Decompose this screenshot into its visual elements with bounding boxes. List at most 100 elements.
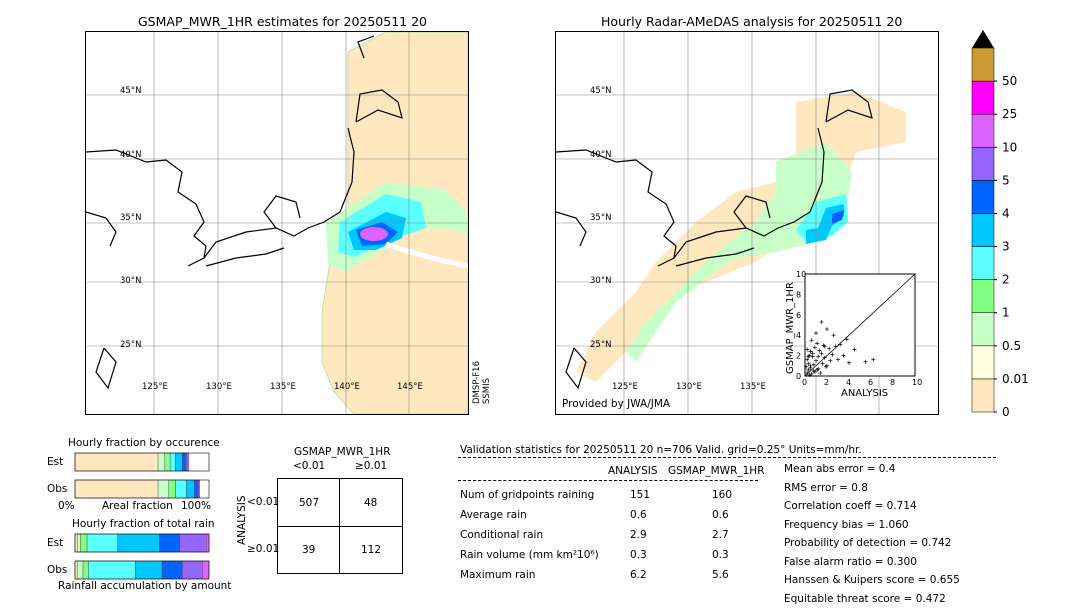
colorbar: 0 0.01 0.5 1 2 3 4 5 10 25 50 xyxy=(970,30,1040,420)
scatter-point xyxy=(831,333,836,338)
colorbar-swatch xyxy=(971,113,995,148)
scatter-point xyxy=(816,354,821,359)
bar-segment xyxy=(186,452,190,472)
colorbar-swatch xyxy=(971,47,995,82)
bar-segment xyxy=(86,533,119,553)
bar-segment xyxy=(77,533,81,553)
validation-row-label: Num of gridpoints raining xyxy=(460,489,595,501)
bar-segment xyxy=(181,560,203,580)
scatter-ytick-label: 4 xyxy=(796,331,801,340)
bar-segment xyxy=(164,452,171,472)
right-lat-45: 45°N xyxy=(590,86,612,96)
scatter-point xyxy=(814,331,818,336)
satellite-label-text: DMSP-F16 SSMIS xyxy=(472,361,492,404)
bar-outline xyxy=(74,452,210,472)
scatter-xlabel: ANALYSIS xyxy=(841,388,888,399)
validation-row-analysis: 6.2 xyxy=(630,569,647,581)
scatter-diagonal xyxy=(804,273,916,377)
colorbar-tick-label: 10 xyxy=(1002,140,1017,154)
left-lat-30: 30°N xyxy=(120,276,142,286)
scatter-plot: 00 2 2 4 4 6 6 8 8 10 10 ANALYSIS GSMAP_MWR_1HR xyxy=(785,270,922,399)
scatter-point xyxy=(817,348,822,353)
left-lat-45: 45°N xyxy=(120,86,142,96)
validation-header: Validation statistics for 20250511 20 n=… xyxy=(460,444,862,456)
bar-segment xyxy=(175,479,187,499)
scatter-ylabel: GSMAP_MWR_1HR xyxy=(785,282,796,374)
right-map-title: Hourly Radar-AMeDAS analysis for 2025051… xyxy=(601,14,903,29)
right-rain-field-blue2 xyxy=(806,226,832,244)
scatter-ytick-label: 10 xyxy=(796,270,806,279)
colorbar-swatch xyxy=(971,213,995,247)
colorbar-swatch xyxy=(971,378,995,413)
colorbar-tick-label: 0.01 xyxy=(1002,372,1029,386)
bar-segment xyxy=(206,533,210,553)
scatter-point xyxy=(805,347,810,352)
scatter-xtick-label: 8 xyxy=(890,378,895,387)
validation-row-analysis: 151 xyxy=(630,489,651,501)
colorbar-tick-label: 0 xyxy=(1002,405,1010,419)
scatter-ytick-label: 8 xyxy=(796,290,801,299)
scatter-point xyxy=(825,327,829,332)
bar-segment xyxy=(74,479,159,499)
validation-score: Probability of detection = 0.742 xyxy=(784,537,952,549)
validation-col-gsmap: GSMAP_MWR_1HR xyxy=(668,465,765,477)
scatter-xtick-label: 2 xyxy=(824,378,829,387)
validation-score: Hanssen & Kuipers score = 0.655 xyxy=(784,574,960,586)
validation-row-analysis: 0.6 xyxy=(630,509,647,521)
right-rain-field-blue xyxy=(818,204,844,228)
bar-segment xyxy=(74,560,78,580)
scatter-point xyxy=(814,358,818,363)
right-lon-125: 125°E xyxy=(612,382,638,392)
scatter-point xyxy=(812,345,817,350)
colorbar-tick-label: 1 xyxy=(1002,306,1010,320)
bar-segment xyxy=(77,560,84,580)
left-map-grid xyxy=(86,32,468,414)
contingency-row-ge: ≥0.01 xyxy=(247,543,280,555)
right-lat-35: 35°N xyxy=(590,213,612,223)
scatter-inset: 0 0 2 2 4 4 6 6 8 8 10 10 ANALYSIS GSMAP_MWR_1HR xyxy=(783,268,933,410)
bar-segment xyxy=(82,560,89,580)
colorbar-tick-label: 50 xyxy=(1002,74,1017,88)
total-rain-footer: Rainfall accumulation by amount xyxy=(58,580,232,592)
occurrence-bars xyxy=(74,452,210,499)
left-map-title: GSMAP_MWR_1HR estimates for 20250511 20 xyxy=(138,14,427,29)
bar-segment xyxy=(194,479,199,499)
rain-est-label: Est xyxy=(47,537,64,549)
scatter-point xyxy=(804,364,809,369)
colorbar-swatch xyxy=(971,312,995,347)
right-rain-field-green xyxy=(626,142,852,362)
scatter-point xyxy=(806,361,811,366)
contingency-cell-hit: 112 xyxy=(361,544,382,556)
validation-divider-top xyxy=(458,457,996,458)
validation-row-gsmap: 2.7 xyxy=(712,529,729,541)
bar-segment xyxy=(159,533,180,553)
satellite-label: DMSP-F16 SSMIS xyxy=(472,361,492,404)
scatter-point xyxy=(827,346,832,351)
scatter-point xyxy=(806,354,811,359)
contingency-col-ge: ≥0.01 xyxy=(355,460,388,472)
scatter-ytick-label: 0 xyxy=(796,372,801,381)
validation-score: False alarm ratio = 0.300 xyxy=(784,555,917,568)
scatter-xtick-label: 0 xyxy=(802,378,807,387)
validation-score: Equitable threat score = 0.472 xyxy=(784,592,946,605)
validation-score: Correlation coeff = 0.714 xyxy=(784,500,917,512)
validation-row-label: Conditional rain xyxy=(460,529,544,541)
scatter-point xyxy=(810,351,815,356)
validation-row-label: Average rain xyxy=(460,509,527,521)
bar-segment xyxy=(202,560,210,580)
colorbar-canvas: 0 0.01 0.5 1 2 3 4 5 10 25 50 xyxy=(971,30,1029,419)
validation-row-gsmap: 0.3 xyxy=(712,549,729,561)
occ-obs-label: Obs xyxy=(47,483,68,495)
bar-segment xyxy=(179,533,207,553)
occ-est-label: Est xyxy=(47,456,64,468)
right-lat-40: 40°N xyxy=(590,150,612,160)
left-lon-145: 145°E xyxy=(397,382,423,392)
colorbar-swatch xyxy=(971,180,995,214)
scatter-point xyxy=(844,337,849,342)
contingency-title: GSMAP_MWR_1HR xyxy=(294,446,391,458)
left-map-canvas xyxy=(86,32,468,414)
left-lat-40: 40°N xyxy=(120,150,142,160)
scatter-point xyxy=(822,355,827,360)
contingency-cell-hit-neg: 507 xyxy=(299,497,320,509)
contingency-row-lt: <0.01 xyxy=(247,496,280,508)
